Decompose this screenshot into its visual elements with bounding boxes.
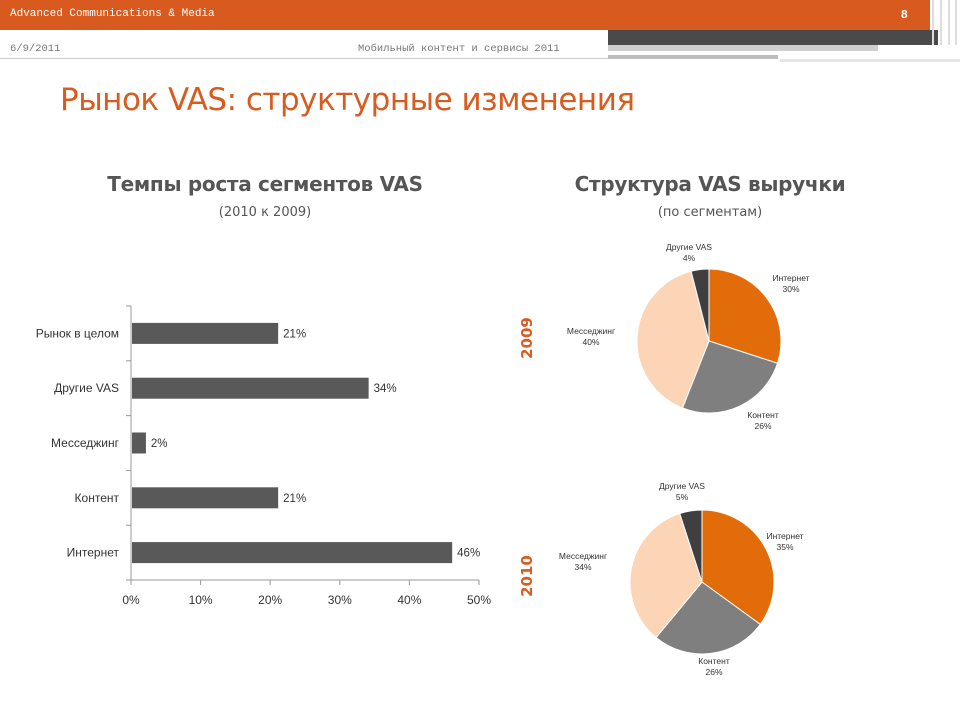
pie-section-title: Структура VAS выручки (574, 172, 846, 196)
header-bar: Advanced Communications & Media 8 (0, 0, 930, 30)
pie-slice (636, 270, 710, 409)
pie-slice (629, 512, 703, 639)
header-decor-line (608, 55, 778, 59)
header-decor-vline (932, 0, 934, 45)
x-tick-label: 50% (467, 593, 491, 607)
bar-chart-subtitle: (2010 к 2009) (218, 205, 312, 220)
slice-label: Интернет (766, 531, 803, 541)
x-tick-label: 10% (189, 593, 213, 607)
company-name: Advanced Communications & Media (10, 8, 215, 20)
slice-value-label: 26% (705, 667, 722, 677)
pie-slice (655, 581, 761, 655)
subheader: 6/9/2011 Мобильный контент и сервисы 201… (0, 41, 608, 59)
x-tick-label: 0% (122, 593, 140, 607)
slice-label: Контент (698, 656, 730, 666)
bar-value-label: 46% (457, 548, 480, 560)
bar-value-label: 21% (283, 328, 306, 340)
pie-slice (679, 509, 703, 583)
slice-label: Месседжинг (567, 326, 615, 336)
bar (132, 322, 279, 344)
slice-label: Другие VAS (666, 242, 712, 252)
header-decor-bar (608, 30, 938, 45)
growth-bar-chart: 0% 10% 20% 30% 40% 50% Рынок в целом 21% Другие … (36, 305, 491, 607)
slice-value-label: 26% (754, 421, 771, 431)
x-tick-label: 20% (258, 593, 282, 607)
bar (132, 377, 369, 399)
date-label: 6/9/2011 (10, 43, 61, 55)
slice-label: Месседжинг (559, 551, 607, 561)
bar-value-label: 21% (283, 493, 306, 505)
bar (132, 432, 146, 454)
slice-label: Другие VAS (659, 481, 705, 491)
bar (132, 487, 279, 509)
year-label: 2010 (518, 555, 536, 597)
category-label: Интернет (67, 546, 120, 560)
pie-slice (701, 509, 775, 626)
bar-value-label: 34% (374, 383, 397, 395)
pie-slice (681, 340, 779, 414)
category-label: Контент (75, 491, 120, 505)
header-decor-line (608, 45, 878, 51)
year-label: 2009 (518, 317, 536, 359)
x-tick-label: 40% (397, 593, 421, 607)
category-label: Рынок в целом (36, 326, 119, 340)
pie-slice (708, 268, 782, 364)
conference-label: Мобильный контент и сервисы 2011 (358, 43, 560, 55)
header-decor-vline (955, 0, 957, 45)
slice-value-label: 34% (574, 562, 591, 572)
slice-value-label: 4% (683, 253, 696, 263)
slide-title: Рынок VAS: структурные изменения (60, 82, 635, 118)
slice-value-label: 40% (582, 337, 599, 347)
bar (132, 542, 453, 564)
subheader-rule (0, 58, 608, 59)
page-number: 8 (900, 8, 908, 22)
category-label: Другие VAS (54, 381, 119, 395)
slice-value-label: 35% (776, 542, 793, 552)
slice-value-label: 5% (676, 492, 689, 502)
header-decor-vline (940, 0, 942, 45)
pie-slice (690, 268, 710, 342)
slice-value-label: 30% (782, 284, 799, 294)
bar-value-label: 2% (151, 438, 168, 450)
category-label: Месседжинг (51, 436, 120, 450)
pie-section-subtitle: (по сегментам) (657, 205, 763, 220)
header-decor-vline (948, 0, 950, 45)
header-decor-line (780, 59, 960, 62)
bar-chart-title: Темпы роста сегментов VAS (107, 172, 423, 196)
x-tick-label: 30% (328, 593, 352, 607)
slice-label: Контент (747, 410, 779, 420)
slice-label: Интернет (772, 273, 809, 283)
